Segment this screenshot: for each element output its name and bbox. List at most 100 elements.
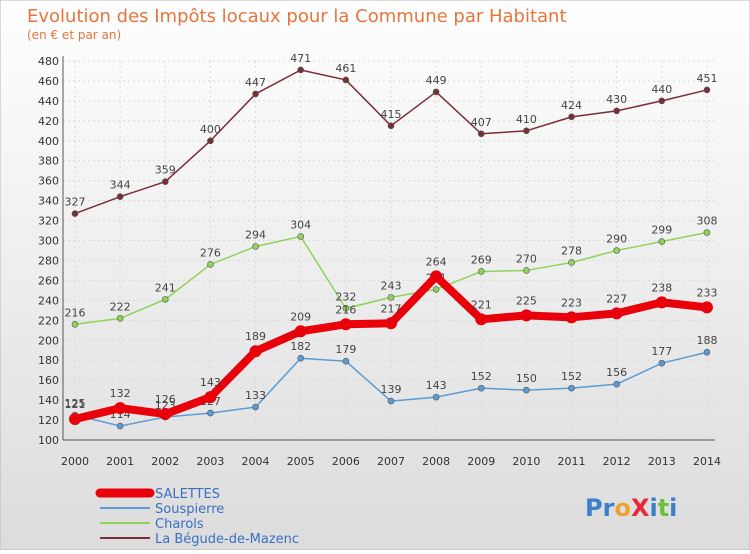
data-point-la-begude-de-mazenc — [658, 97, 666, 105]
data-point-salettes — [655, 296, 668, 309]
data-label-salettes: 227 — [606, 292, 627, 305]
data-point-charols — [477, 268, 485, 275]
data-label-souspierre: 150 — [516, 372, 537, 385]
data-point-la-begude-de-mazenc — [477, 130, 485, 138]
data-label-charols: 232 — [335, 290, 356, 303]
data-label-charols: 216 — [65, 306, 86, 319]
y-tick-label: 480 — [38, 55, 59, 68]
data-label-souspierre: 156 — [606, 366, 627, 379]
x-tick-label: 2009 — [467, 455, 495, 468]
x-tick-label: 2006 — [332, 455, 360, 468]
data-label-souspierre: 177 — [651, 345, 672, 358]
data-point-charols — [568, 259, 575, 266]
data-label-la-begude-de-mazenc: 430 — [606, 93, 627, 106]
data-label-la-begude-de-mazenc: 415 — [380, 108, 401, 121]
data-point-souspierre — [207, 409, 214, 417]
data-label-salettes: 264 — [426, 255, 447, 268]
data-label-souspierre: 125 — [65, 397, 86, 410]
y-tick-label: 200 — [38, 334, 59, 347]
data-point-la-begude-de-mazenc — [161, 178, 169, 185]
y-tick-label: 220 — [38, 314, 59, 327]
legend-label-la-begude-de-mazenc: La Bégude-de-Mazenc — [155, 532, 299, 547]
y-tick-label: 320 — [38, 215, 59, 228]
data-label-charols: 270 — [516, 252, 537, 265]
data-point-salettes — [520, 309, 533, 322]
data-point-salettes — [339, 318, 352, 331]
data-point-la-begude-de-mazenc — [387, 122, 395, 130]
data-point-charols — [387, 294, 395, 301]
data-point-charols — [252, 243, 259, 250]
data-point-la-begude-de-mazenc — [613, 107, 620, 115]
data-point-souspierre — [523, 386, 530, 394]
data-point-la-begude-de-mazenc — [568, 113, 575, 121]
data-point-salettes — [249, 345, 262, 358]
data-point-souspierre — [342, 357, 350, 365]
data-label-souspierre: 133 — [245, 389, 266, 402]
x-tick-label: 2002 — [151, 455, 179, 468]
proxiti-logo: ProXiti — [585, 494, 677, 522]
y-tick-label: 100 — [38, 434, 59, 447]
data-point-salettes — [384, 317, 397, 330]
y-tick-label: 140 — [38, 394, 59, 407]
data-label-charols: 278 — [561, 244, 582, 257]
y-tick-label: 120 — [38, 414, 59, 427]
y-tick-label: 160 — [38, 374, 59, 387]
y-tick-label: 180 — [38, 354, 59, 367]
data-point-souspierre — [116, 422, 124, 430]
data-point-souspierre — [387, 397, 395, 405]
y-tick-label: 440 — [38, 95, 59, 108]
data-label-la-begude-de-mazenc: 359 — [155, 164, 176, 177]
chart-title: Evolution des Impôts locaux pour la Comm… — [27, 6, 567, 27]
y-tick-label: 300 — [38, 235, 59, 248]
data-point-charols — [432, 286, 440, 293]
legend-label-salettes: SALETTES — [155, 487, 220, 502]
data-point-souspierre — [613, 380, 620, 388]
data-point-salettes — [114, 402, 127, 415]
data-point-la-begude-de-mazenc — [207, 137, 214, 145]
data-point-souspierre — [568, 384, 575, 392]
x-tick-label: 2007 — [377, 455, 405, 468]
data-label-charols: 243 — [380, 279, 401, 292]
data-label-salettes: 223 — [561, 296, 582, 309]
data-point-la-begude-de-mazenc — [71, 210, 79, 217]
data-point-souspierre — [477, 384, 485, 392]
data-label-salettes: 132 — [110, 387, 131, 400]
legend: SALETTES Souspierre Charols La Bégude-de… — [95, 487, 299, 547]
data-point-salettes — [700, 301, 713, 314]
data-point-la-begude-de-mazenc — [703, 86, 711, 94]
x-tick-label: 2008 — [422, 455, 450, 468]
plot-area: 100 120 140 160 180 200 220 240 260 280 300 320 340 3… — [38, 52, 721, 468]
data-label-charols: 222 — [110, 300, 131, 313]
data-point-salettes — [69, 413, 81, 426]
data-label-salettes: 225 — [516, 294, 537, 307]
data-point-charols — [297, 233, 305, 240]
data-label-souspierre: 179 — [335, 343, 356, 356]
data-label-charols: 294 — [245, 229, 266, 242]
data-point-souspierre — [297, 354, 305, 362]
y-tick-label: 420 — [38, 115, 59, 128]
data-label-charols: 290 — [606, 233, 627, 246]
data-point-la-begude-de-mazenc — [432, 88, 440, 96]
data-label-la-begude-de-mazenc: 461 — [335, 62, 356, 75]
data-label-salettes: 217 — [380, 302, 401, 315]
y-tick-label: 280 — [38, 254, 59, 267]
data-point-charols — [116, 315, 124, 322]
data-label-salettes: 233 — [696, 286, 717, 299]
y-tick-label: 240 — [38, 294, 59, 307]
data-point-souspierre — [252, 403, 259, 411]
data-label-la-begude-de-mazenc: 451 — [696, 72, 717, 85]
data-label-salettes: 221 — [471, 298, 492, 311]
data-label-charols: 276 — [200, 246, 221, 259]
data-label-souspierre: 188 — [696, 334, 717, 347]
y-tick-label: 380 — [38, 155, 59, 168]
data-point-charols — [161, 296, 169, 303]
data-label-salettes: 126 — [155, 393, 176, 406]
data-label-la-begude-de-mazenc: 410 — [516, 113, 537, 126]
data-label-la-begude-de-mazenc: 407 — [471, 116, 492, 129]
data-label-la-begude-de-mazenc: 447 — [245, 76, 266, 89]
data-label-souspierre: 152 — [561, 370, 582, 383]
data-point-charols — [342, 305, 350, 312]
data-label-souspierre: 139 — [380, 383, 401, 396]
data-label-la-begude-de-mazenc: 424 — [561, 99, 582, 112]
